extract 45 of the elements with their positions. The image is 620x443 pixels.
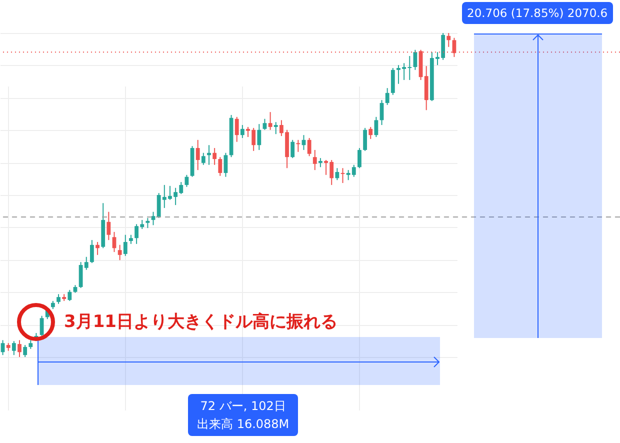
candlestick xyxy=(123,234,128,256)
candlestick xyxy=(234,116,239,142)
candlestick xyxy=(446,32,451,48)
candlestick xyxy=(201,152,206,166)
candlestick xyxy=(268,112,272,130)
candlestick xyxy=(374,116,378,138)
candlestick xyxy=(312,149,317,171)
text: 出来高 16.088M xyxy=(197,416,290,433)
candlestick xyxy=(224,152,228,178)
candlestick xyxy=(12,340,16,356)
annotation: 3月11日より大きくドル高に振れる xyxy=(64,311,338,333)
candlestick xyxy=(274,122,278,135)
candlestick xyxy=(335,168,340,181)
candlestick xyxy=(40,315,44,336)
candlestick xyxy=(212,148,217,166)
candlestick xyxy=(90,240,94,264)
candlestick xyxy=(106,211,111,241)
candlestick xyxy=(18,340,22,358)
candlestick xyxy=(196,139,200,171)
candlestick xyxy=(424,66,428,111)
candlestick xyxy=(340,168,345,184)
candlestick xyxy=(390,67,395,96)
candlestick xyxy=(118,244,122,261)
candlestick xyxy=(296,139,300,152)
candlestick xyxy=(112,231,116,253)
text: 72 バー, 102日 xyxy=(199,398,287,415)
candlestick xyxy=(307,137,312,157)
candlestick xyxy=(240,124,244,138)
candlestick xyxy=(257,124,262,150)
candlestick xyxy=(23,344,28,358)
candlestick xyxy=(358,148,362,169)
candlestick xyxy=(368,126,373,140)
candlestick xyxy=(363,127,367,152)
candlestick xyxy=(207,144,211,166)
candlestick xyxy=(96,241,100,256)
text: 20.706 (17.85%) 2070.6 xyxy=(462,2,613,24)
candlestick xyxy=(290,139,295,159)
candlestick xyxy=(262,118,267,130)
candlestick xyxy=(56,294,60,304)
candlestick xyxy=(68,289,72,302)
candlestick xyxy=(129,234,133,244)
candlestick xyxy=(146,218,150,229)
candlestick xyxy=(318,158,322,168)
candlestick xyxy=(218,156,222,176)
candlestick xyxy=(385,88,390,106)
